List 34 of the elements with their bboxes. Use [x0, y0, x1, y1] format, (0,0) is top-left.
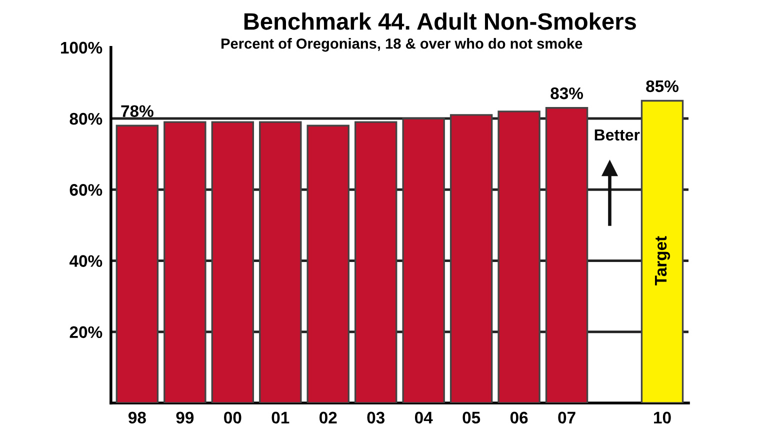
chart-subtitle: Percent of Oregonians, 18 & over who do not smoke: [222, 38, 582, 52]
x-tick-label: 04: [414, 412, 433, 424]
x-tick-label: 98: [128, 412, 146, 424]
x-tick-label: 07: [558, 412, 576, 424]
data-label: 83%: [550, 87, 584, 100]
x-tick-label: 00: [224, 412, 242, 424]
y-tick-label: 100%: [61, 42, 102, 54]
data-label: 85%: [646, 80, 678, 92]
x-tick-label: 10: [654, 412, 671, 424]
bar: [402, 118, 445, 403]
x-tick-label: 01: [272, 412, 290, 424]
annotation: Better: [594, 129, 640, 141]
y-tick-label: 60%: [70, 184, 102, 196]
bar: [545, 107, 588, 403]
bar: [211, 121, 254, 403]
y-tick-label: 20%: [70, 326, 102, 338]
bar: [450, 114, 493, 403]
bar: [259, 121, 302, 403]
data-label: 78%: [121, 105, 154, 118]
bar: [116, 124, 159, 403]
y-tick-label: 80%: [70, 112, 102, 125]
bar: [354, 121, 398, 403]
x-tick-label: 05: [462, 412, 480, 424]
x-tick-label: 06: [510, 412, 528, 424]
x-tick-label: 03: [367, 412, 385, 424]
bar: [306, 124, 350, 403]
y-tick-label: 40%: [69, 255, 102, 267]
bar: [498, 110, 540, 403]
bar: [640, 100, 684, 403]
bar: [164, 121, 206, 403]
x-tick-label: 02: [320, 412, 337, 424]
annotation: Target: [655, 236, 670, 286]
chart-title: Benchmark 44. Adult Non-Smokers: [244, 12, 636, 30]
x-tick-label: 99: [176, 412, 194, 424]
